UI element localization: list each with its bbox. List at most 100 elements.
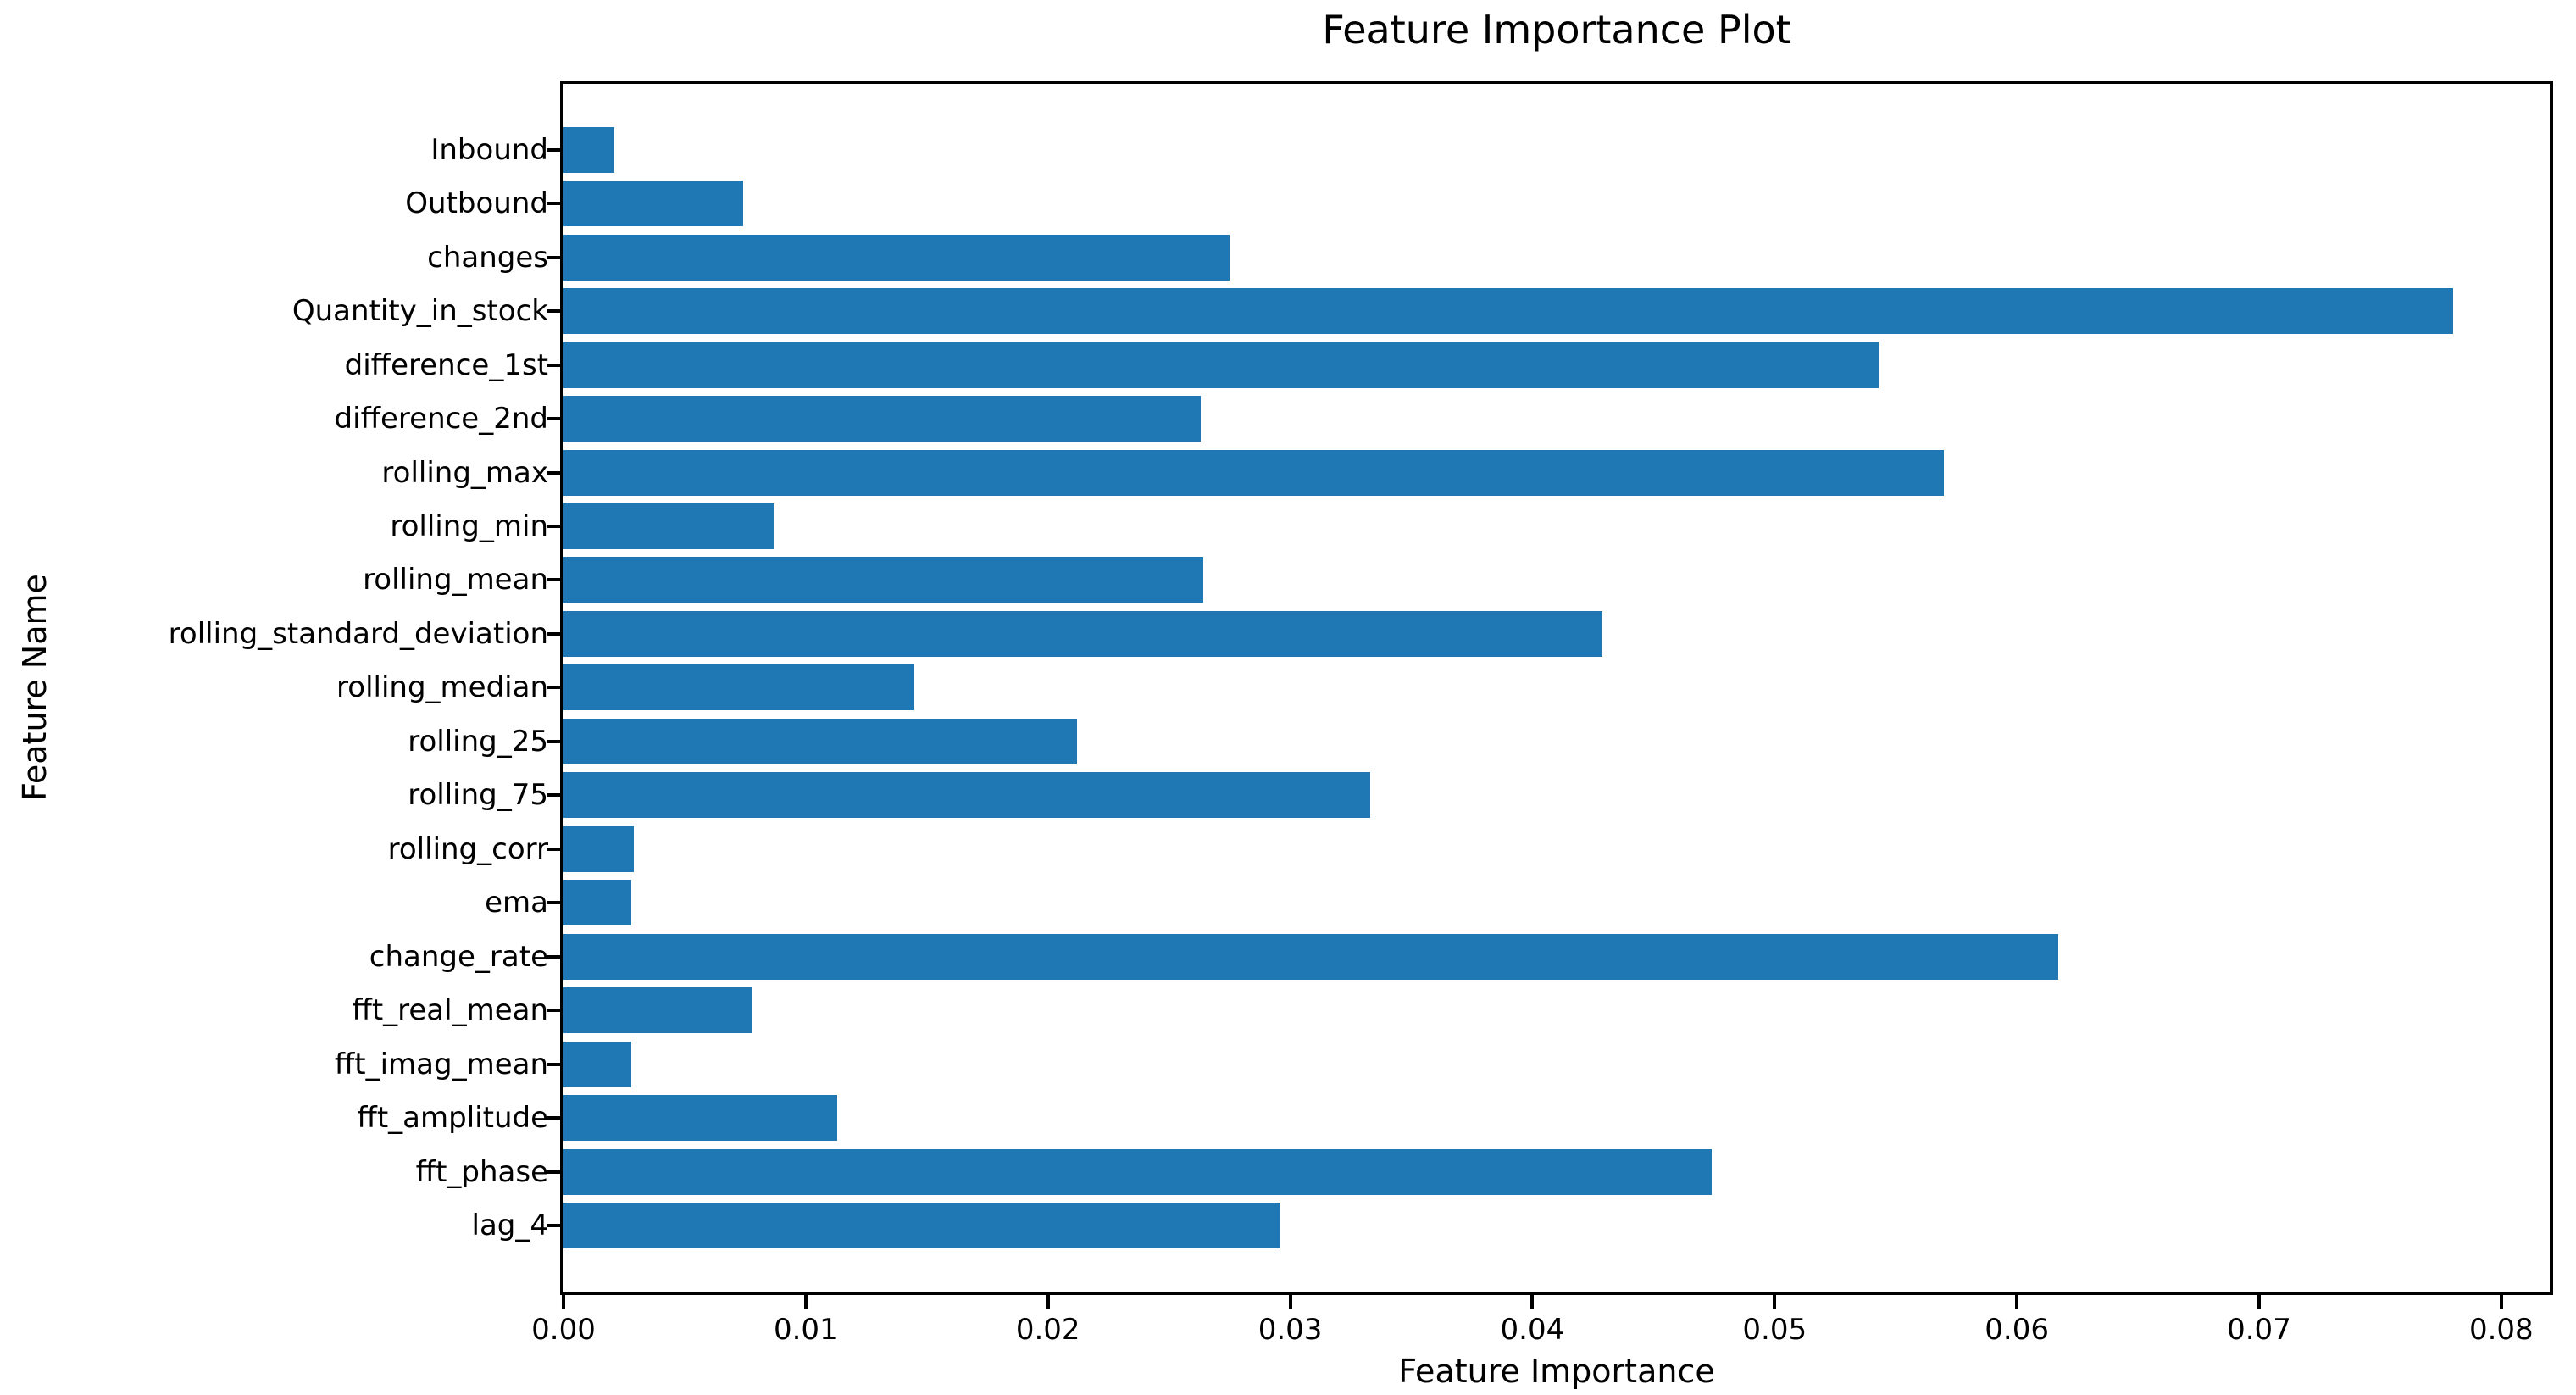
x-tick-mark bbox=[562, 1295, 565, 1309]
bar-row: difference_2nd bbox=[335, 392, 2550, 445]
x-tick-mark bbox=[1530, 1295, 1535, 1309]
importance-bar bbox=[564, 1148, 1712, 1195]
x-tick-label: 0.08 bbox=[2468, 1313, 2534, 1347]
y-category-label: fft_amplitude bbox=[357, 1101, 548, 1136]
x-tick-mark bbox=[1046, 1295, 1050, 1309]
y-tick-mark bbox=[547, 578, 560, 582]
importance-bar bbox=[564, 1041, 632, 1087]
x-tick-mark bbox=[2257, 1295, 2261, 1309]
bar-row: rolling_median bbox=[336, 661, 2550, 714]
bar-row: Quantity_in_stock bbox=[292, 284, 2550, 337]
y-category-label: rolling_corr bbox=[387, 831, 548, 866]
importance-bar bbox=[564, 342, 1879, 388]
y-tick-mark bbox=[547, 793, 560, 798]
importance-bar bbox=[564, 664, 915, 711]
bar-row: rolling_25 bbox=[408, 714, 2550, 768]
importance-bar bbox=[564, 772, 1370, 819]
bar-row: rolling_corr bbox=[388, 822, 2550, 875]
y-tick-mark bbox=[547, 363, 560, 367]
y-tick-mark bbox=[547, 470, 560, 475]
x-axis-label: Feature Importance bbox=[1398, 1353, 1715, 1390]
y-category-label: Inbound bbox=[430, 132, 548, 167]
y-category-label: rolling_standard_deviation bbox=[168, 616, 548, 651]
y-tick-mark bbox=[547, 417, 560, 421]
y-tick-mark bbox=[547, 1224, 560, 1228]
y-tick-mark bbox=[547, 847, 560, 851]
x-tick-label: 0.03 bbox=[1257, 1313, 1323, 1347]
y-category-label: fft_phase bbox=[415, 1154, 548, 1189]
x-tick-mark bbox=[2015, 1295, 2019, 1309]
y-axis-label: Feature Name bbox=[16, 574, 54, 801]
importance-bar bbox=[564, 181, 743, 227]
bar-row: rolling_standard_deviation bbox=[169, 607, 2550, 660]
y-tick-mark bbox=[547, 1116, 560, 1120]
y-tick-mark bbox=[547, 147, 560, 152]
y-tick-mark bbox=[547, 1062, 560, 1066]
y-category-label: Quantity_in_stock bbox=[291, 294, 548, 329]
importance-bar bbox=[564, 610, 1603, 657]
bar-row: rolling_min bbox=[390, 499, 2550, 553]
y-tick-mark bbox=[547, 1009, 560, 1013]
importance-bar bbox=[564, 987, 752, 1034]
bar-row: fft_amplitude bbox=[357, 1091, 2550, 1144]
bar-row: rolling_max bbox=[381, 446, 2550, 499]
bar-row: fft_imag_mean bbox=[335, 1037, 2550, 1091]
x-tick-mark bbox=[1288, 1295, 1292, 1309]
y-category-label: fft_imag_mean bbox=[334, 1047, 548, 1081]
importance-bar bbox=[564, 449, 1945, 496]
y-tick-mark bbox=[547, 631, 560, 636]
y-tick-mark bbox=[547, 901, 560, 905]
bar-row: rolling_75 bbox=[408, 769, 2550, 822]
y-category-label: change_rate bbox=[369, 939, 548, 974]
x-tick-mark bbox=[1773, 1295, 1777, 1309]
bar-row: ema bbox=[485, 876, 2550, 930]
importance-bar bbox=[564, 880, 632, 926]
importance-bar bbox=[564, 933, 2058, 980]
importance-bar bbox=[564, 234, 1230, 281]
y-category-label: rolling_median bbox=[336, 670, 548, 705]
bar-row: changes bbox=[427, 231, 2550, 284]
y-category-label: ema bbox=[485, 886, 548, 920]
chart-title: Feature Importance Plot bbox=[1322, 7, 1791, 53]
x-tick-label: 0.04 bbox=[1500, 1313, 1565, 1347]
bar-row: lag_4 bbox=[472, 1198, 2550, 1252]
x-tick-label: 0.06 bbox=[1985, 1313, 2049, 1347]
bar-row: Inbound bbox=[430, 123, 2550, 176]
y-tick-mark bbox=[547, 309, 560, 314]
y-tick-mark bbox=[547, 525, 560, 529]
bar-row: rolling_mean bbox=[363, 553, 2550, 607]
y-category-label: changes bbox=[427, 240, 548, 275]
importance-bar bbox=[564, 503, 774, 550]
x-tick-label: 0.05 bbox=[1742, 1313, 1807, 1347]
y-tick-mark bbox=[547, 954, 560, 959]
importance-bar bbox=[564, 1095, 837, 1142]
y-tick-mark bbox=[547, 202, 560, 206]
x-tick-label: 0.02 bbox=[1015, 1313, 1080, 1347]
x-tick-mark bbox=[803, 1295, 808, 1309]
x-tick-label: 0.00 bbox=[531, 1313, 596, 1347]
importance-bar bbox=[564, 396, 1201, 442]
x-tick-label: 0.01 bbox=[773, 1313, 838, 1347]
y-tick-mark bbox=[547, 1170, 560, 1174]
y-tick-mark bbox=[547, 739, 560, 743]
y-tick-mark bbox=[547, 686, 560, 690]
x-tick-mark bbox=[2499, 1295, 2503, 1309]
importance-bar bbox=[564, 1203, 1281, 1249]
x-tick-label: 0.07 bbox=[2227, 1313, 2291, 1347]
bar-row: fft_phase bbox=[416, 1145, 2550, 1198]
bar-row: Outbound bbox=[405, 176, 2550, 230]
y-category-label: difference_2nd bbox=[334, 402, 548, 436]
y-category-label: rolling_max bbox=[381, 455, 548, 490]
y-category-label: difference_1st bbox=[344, 347, 548, 382]
y-category-label: lag_4 bbox=[471, 1209, 549, 1243]
bar-row: fft_real_mean bbox=[352, 984, 2550, 1037]
bar-row: difference_1st bbox=[345, 338, 2550, 392]
y-category-label: Outbound bbox=[405, 186, 548, 221]
y-tick-mark bbox=[547, 255, 560, 259]
y-category-label: rolling_mean bbox=[363, 563, 548, 597]
y-category-label: fft_real_mean bbox=[352, 993, 548, 1028]
importance-bar bbox=[564, 557, 1203, 603]
